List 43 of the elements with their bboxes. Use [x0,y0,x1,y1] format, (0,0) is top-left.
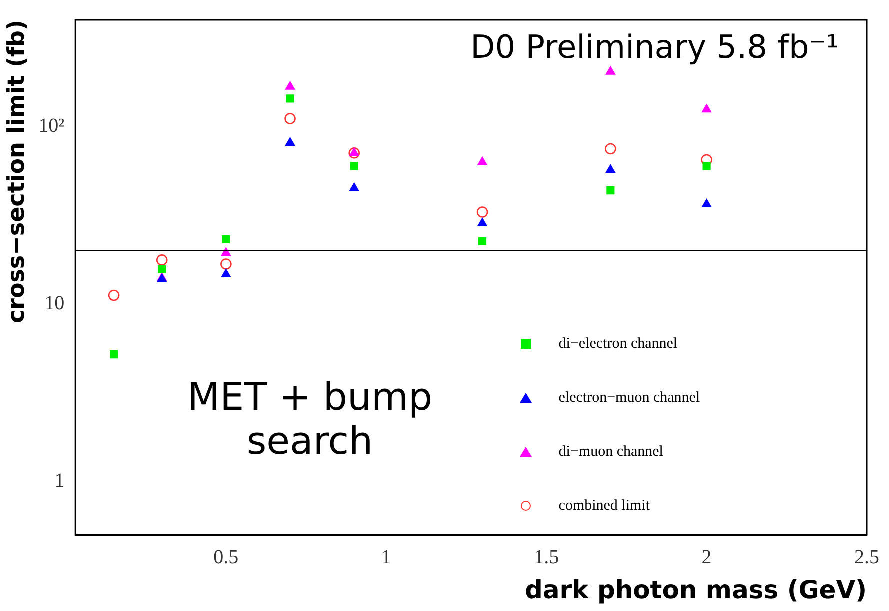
y-tick-label: 10 [44,292,65,314]
point [286,94,294,103]
point [350,182,360,192]
point [478,156,488,166]
point [606,66,616,75]
point [158,265,166,274]
y-tick-label: 1 [54,470,65,492]
annotation: MET + bump search [186,375,434,463]
point [222,235,230,244]
point [108,290,120,302]
x-tick-label: 1.5 [534,546,560,568]
point [284,113,296,124]
point [605,143,616,155]
point [350,162,358,170]
point [702,104,712,113]
point [702,162,711,170]
point [606,164,616,174]
legend-label: combined limit [558,498,650,514]
x-tick-label: 0.5 [214,546,239,568]
y-tick-label: 10² [38,115,65,138]
point [350,148,360,156]
point [220,258,232,270]
point [285,138,296,146]
legend-label: di−muon channel [558,444,664,460]
point [285,81,296,90]
point [476,206,488,218]
y-axis-title: cross−section limit (fb) [4,20,30,324]
x-tick-label: 1 [381,546,392,568]
point [702,198,712,208]
legend-label: electron−muon channel [558,390,700,406]
x-tick-label: 2.5 [854,546,880,568]
point [478,218,488,227]
x-axis-title: dark photon mass (GeV) [525,576,867,604]
point [701,154,712,166]
point [478,237,487,246]
point [221,269,232,278]
point [606,186,615,195]
x-tick-label: 2 [702,546,712,568]
point [110,350,118,359]
annotation: D0 Preliminary 5.8 fb⁻¹ [470,28,839,66]
legend-label: di−electron channel [558,336,678,352]
point [156,254,168,266]
point [348,148,360,159]
